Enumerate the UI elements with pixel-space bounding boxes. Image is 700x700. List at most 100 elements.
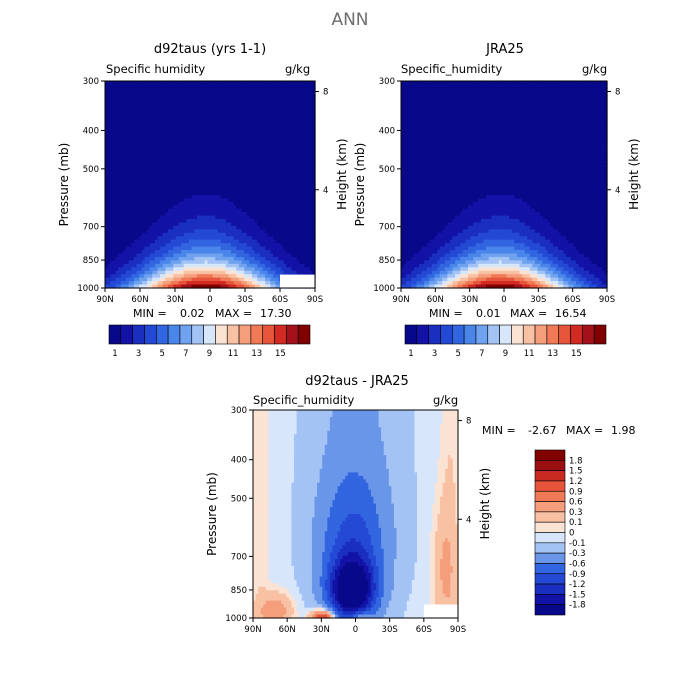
model-field-cell [236, 187, 240, 192]
model-field-cell [168, 208, 172, 213]
model-field-cell [265, 194, 269, 199]
model-field-cell [170, 239, 174, 244]
model-field-cell [194, 118, 198, 123]
model-field-cell [126, 98, 130, 103]
model-field-cell [267, 219, 271, 224]
model-field-cell [183, 108, 187, 113]
model-field-cell [204, 263, 208, 268]
model-field-cell [304, 253, 308, 258]
model-field-cell [118, 160, 122, 165]
model-field-cell [144, 81, 148, 86]
model-field-cell [175, 84, 180, 89]
model-field-cell [265, 101, 269, 106]
model-field-cell [236, 267, 240, 272]
model-field-cell [225, 194, 229, 199]
model-field-cell [181, 215, 185, 220]
obs-field-cell [514, 81, 518, 86]
model-field-cell [212, 277, 216, 282]
model-field-cell [210, 94, 214, 99]
model-field-cell [215, 208, 219, 213]
model-field-cell [131, 215, 135, 220]
model-field-cell [165, 125, 169, 130]
model-field-cell [275, 101, 279, 106]
model-field-cell [273, 129, 277, 134]
model-field-cell [204, 139, 208, 144]
model-field-cell [194, 222, 198, 227]
model-field-cell [238, 122, 243, 127]
model-field-cell [249, 101, 253, 106]
model-field-cell [165, 260, 169, 265]
model-field-cell [254, 112, 258, 117]
model-field-cell [228, 98, 232, 103]
model-field-cell [157, 91, 161, 96]
model-field-cell [110, 239, 114, 244]
model-field-cell [215, 156, 219, 161]
obs-field-cell [496, 81, 500, 86]
model-field-cell [283, 136, 287, 141]
model-field-cell [189, 167, 193, 172]
model-field-cell [210, 201, 214, 206]
model-field-cell [210, 129, 214, 134]
model-field-cell [223, 143, 227, 148]
model-field-cell [294, 125, 298, 130]
model-field-cell [299, 170, 303, 175]
model-field-cell [136, 132, 140, 137]
obs-field-cell [424, 81, 428, 86]
model-field-cell [168, 153, 172, 158]
model-field-cell [262, 174, 266, 179]
model-field-cell [241, 150, 245, 155]
model-field-cell [139, 191, 143, 196]
model-field-cell [189, 236, 193, 241]
model-field-cell [136, 112, 140, 117]
model-field-cell [265, 108, 269, 113]
model-field-cell [254, 281, 258, 286]
model-field-cell [252, 281, 256, 286]
obs-field-cell [439, 84, 443, 89]
model-field-cell [278, 146, 282, 151]
model-field-cell [273, 81, 277, 86]
model-field-cell [204, 143, 208, 148]
model-field-cell [265, 160, 269, 165]
model-field-cell [175, 122, 180, 127]
model-field-cell [110, 153, 114, 158]
model-field-cell [202, 94, 206, 99]
model-field-cell [131, 284, 135, 289]
model-field-cell [296, 87, 300, 92]
model-field-cell [252, 184, 256, 189]
model-field-cell [312, 122, 316, 127]
model-field-cell [178, 98, 182, 103]
model-field-cell [147, 201, 151, 206]
model-field-cell [126, 101, 130, 106]
model-field-cell [178, 215, 182, 220]
model-field-cell [196, 198, 201, 203]
obs-field-cell [519, 81, 523, 86]
model-field-cell [133, 263, 138, 268]
model-field-cell [105, 170, 109, 175]
model-field-cell [133, 205, 138, 210]
model-field-cell [212, 118, 216, 123]
model-field-cell [152, 122, 156, 127]
model-field-cell [225, 156, 229, 161]
model-field-cell [112, 191, 117, 196]
model-field-cell [217, 243, 222, 248]
model-field-cell [181, 225, 185, 230]
model-field-cell [307, 118, 311, 123]
model-field-cell [254, 108, 258, 113]
model-field-cell [270, 94, 274, 99]
model-missing-data [280, 274, 315, 289]
obs-field-cell [601, 81, 606, 86]
model-field-cell [154, 94, 159, 99]
model-field-cell [147, 184, 151, 189]
model-field-cell [154, 253, 159, 258]
model-field-cell [307, 225, 311, 230]
model-field-cell [207, 181, 211, 186]
obs-field-cell [527, 84, 531, 89]
model-field-cell [160, 198, 164, 203]
model-field-cell [147, 194, 151, 199]
model-field-cell [301, 243, 306, 248]
model-field-cell [199, 160, 203, 165]
model-field-cell [294, 170, 298, 175]
model-field-cell [225, 163, 229, 168]
model-field-cell [246, 270, 250, 275]
model-field-cell [252, 122, 256, 127]
